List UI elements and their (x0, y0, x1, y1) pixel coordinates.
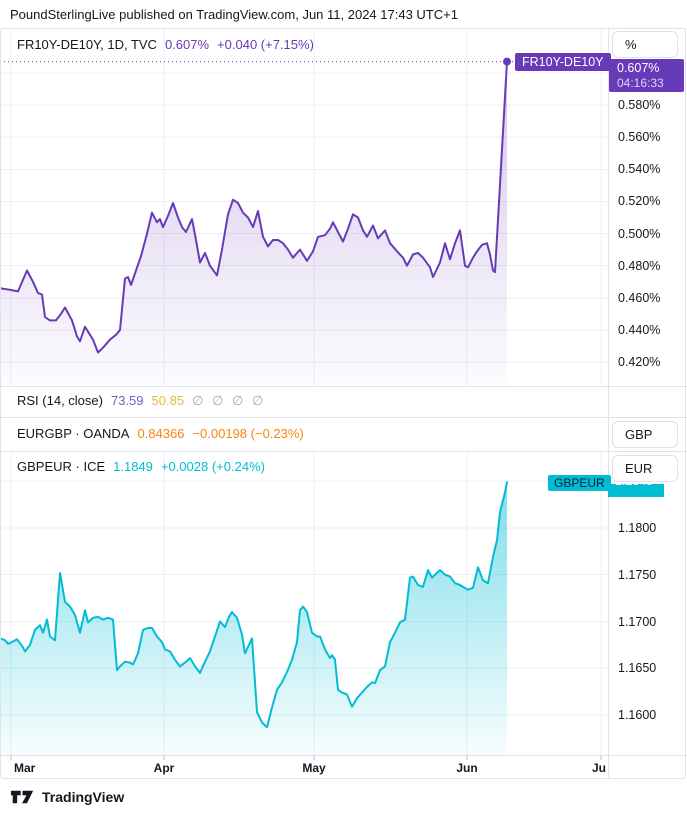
eurgbp-legend: EURGBP · OANDA 0.84366 −0.00198 (−0.23%) (17, 426, 304, 442)
main-price-axis-label: 0.607% 04:16:33 (609, 59, 684, 92)
main-last-value: 0.607% (164, 37, 210, 52)
gbp-currency-button[interactable]: GBP (612, 421, 678, 448)
gbpeur-flag-label: GBPEUR (554, 476, 605, 490)
percent-scale-label: % (625, 37, 637, 52)
pane-separator[interactable] (0, 451, 687, 452)
bar-countdown: 04:16:33 (617, 76, 664, 90)
x-axis-label: Jun (456, 761, 478, 775)
fr10y-de10y-flag-label: FR10Y-DE10Y (522, 55, 604, 69)
eur-currency-label: EUR (625, 461, 653, 476)
rsi-empty-values: ∅ ∅ ∅ ∅ (192, 393, 264, 408)
pane-separator[interactable] (0, 417, 687, 418)
attribution-text: PoundSterlingLive published on TradingVi… (10, 7, 458, 22)
x-axis-label: Mar (14, 761, 36, 775)
eur-currency-button[interactable]: EUR (612, 455, 678, 482)
rsi-ma-value: 50.85 (151, 393, 185, 408)
x-axis-label: Ju (592, 761, 607, 775)
main-change-value: +0.040 (+7.15%) (217, 37, 314, 52)
y-axis-label: 0.440% (618, 323, 661, 337)
y-axis-label: 1.1800 (618, 521, 657, 535)
main-price-value: 0.607% (617, 61, 660, 75)
y-axis-label: 0.460% (618, 291, 661, 305)
main-symbol-title[interactable]: FR10Y-DE10Y, 1D, TVC (17, 37, 157, 52)
time-axis-separator (0, 755, 687, 756)
attribution-header: PoundSterlingLive published on TradingVi… (10, 7, 458, 22)
eurgbp-symbol-title[interactable]: EURGBP · OANDA (17, 426, 130, 441)
pane-separator[interactable] (0, 386, 687, 387)
gbp-currency-label: GBP (625, 427, 653, 442)
fr10y-de10y-series-flag: FR10Y-DE10Y (515, 53, 611, 71)
gbpeur-price-value: 1.1849 (608, 484, 664, 488)
gbpeur-price-axis-label: 1.1849 (608, 484, 664, 497)
gbpeur-change-value: +0.0028 (+0.24%) (160, 459, 265, 474)
y-axis-label: 1.1750 (618, 568, 657, 582)
main-legend: FR10Y-DE10Y, 1D, TVC 0.607% +0.040 (+7.1… (17, 37, 314, 53)
rsi-legend: RSI (14, close) 73.59 50.85 ∅ ∅ ∅ ∅ (17, 393, 263, 409)
gbpeur-symbol-title[interactable]: GBPEUR · ICE (17, 459, 106, 474)
price-scale-border (608, 28, 609, 779)
tradingview-attribution[interactable]: TradingView (10, 789, 124, 805)
y-axis-label: 0.500% (618, 227, 661, 241)
tradingview-brand-text: TradingView (42, 789, 125, 805)
y-axis-label: 0.480% (618, 259, 661, 273)
y-axis-label: 0.420% (618, 355, 661, 369)
y-axis-label: 1.1700 (618, 615, 657, 629)
y-axis-label: 0.540% (618, 162, 661, 176)
gbpeur-legend: GBPEUR · ICE 1.1849 +0.0028 (+0.24%) (17, 459, 265, 475)
rsi-value: 73.59 (110, 393, 144, 408)
gbpeur-last-value: 1.1849 (113, 459, 153, 474)
y-axis-label: 1.1650 (618, 661, 657, 675)
x-axis-label: Apr (153, 761, 175, 775)
percent-scale-button[interactable]: % (612, 31, 678, 58)
eurgbp-change-value: −0.00198 (−0.23%) (192, 426, 304, 441)
gbpeur-series-flag: GBPEUR (548, 475, 611, 491)
y-axis-label: 0.560% (618, 130, 661, 144)
y-axis-label: 1.1600 (618, 708, 657, 722)
eurgbp-last-value: 0.84366 (137, 426, 185, 441)
y-axis-label: 0.580% (618, 98, 661, 112)
rsi-title[interactable]: RSI (14, close) (17, 393, 103, 408)
tradingview-logo-icon (10, 790, 34, 804)
x-axis-label: May (302, 761, 326, 775)
y-axis-label: 0.520% (618, 194, 661, 208)
